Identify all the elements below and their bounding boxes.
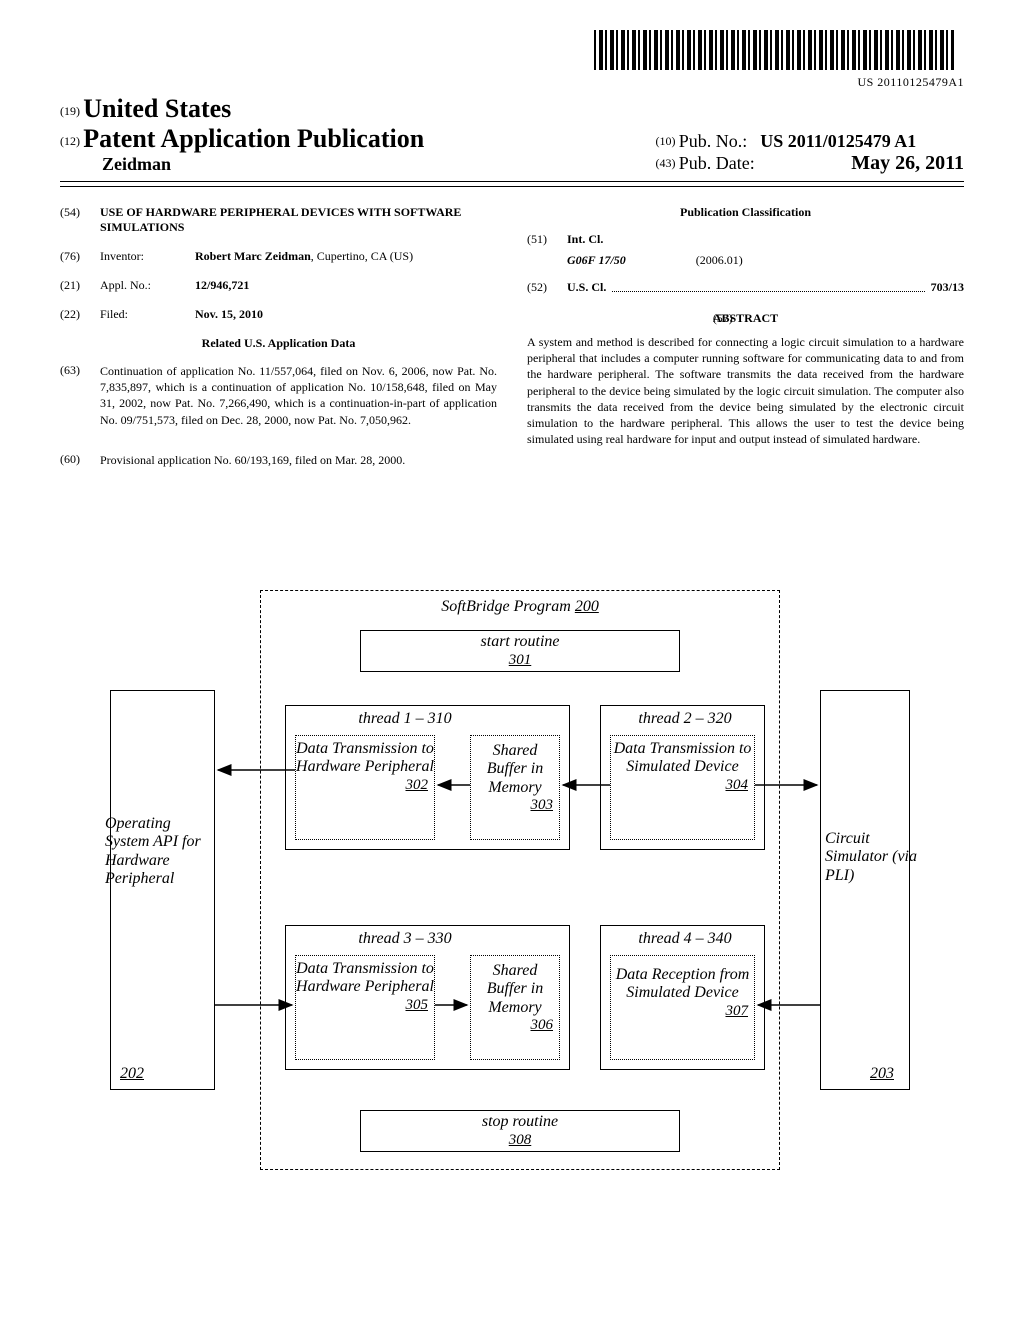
invention-title: USE OF HARDWARE PERIPHERAL DEVICES WITH … — [100, 205, 497, 235]
continuation-row: (63) Continuation of application No. 11/… — [60, 363, 497, 438]
inventor-num: (76) — [60, 249, 100, 264]
related-heading: Related U.S. Application Data — [60, 336, 497, 351]
abstract-heading-row: (57) ABSTRACT — [527, 311, 964, 326]
intcl-label: Int. Cl. — [567, 232, 603, 247]
uscl-num: (52) — [527, 280, 567, 295]
pubdate: May 26, 2011 — [851, 152, 964, 174]
inventor-name: Robert Marc Zeidman — [195, 249, 311, 263]
pubdate-prefix: (43) — [655, 156, 675, 170]
abstract-num: (57) — [713, 311, 753, 326]
doctype-prefix: (12) — [60, 134, 80, 148]
filed-row: (22) Filed: Nov. 15, 2010 — [60, 307, 497, 322]
provisional-row: (60) Provisional application No. 60/193,… — [60, 452, 497, 478]
applno-value: 12/946,721 — [195, 278, 497, 293]
intcl-code-row: G06F 17/50 (2006.01) — [527, 253, 964, 268]
pubdate-label: Pub. Date: — [679, 153, 755, 173]
classification-heading: Publication Classification — [527, 205, 964, 220]
country: United States — [83, 94, 231, 123]
intcl-code: G06F 17/50 — [567, 253, 626, 268]
intcl-row: (51) Int. Cl. — [527, 232, 964, 247]
cont-num: (63) — [60, 363, 100, 438]
pubno-label: Pub. No.: — [679, 131, 748, 151]
applno-label: Appl. No.: — [100, 278, 195, 293]
figure: SoftBridge Program 200 start routine301 … — [110, 580, 910, 1190]
uscl-label: U.S. Cl. — [567, 280, 606, 295]
inventor-value: Robert Marc Zeidman, Cupertino, CA (US) — [195, 249, 497, 264]
header: (19) United States (12) Patent Applicati… — [60, 94, 964, 182]
header-rule — [60, 186, 964, 187]
doc-type: Patent Application Publication — [83, 124, 424, 153]
country-prefix: (19) — [60, 104, 80, 118]
continuation-text: Continuation of application No. 11/557,0… — [100, 363, 497, 428]
figure-arrows — [110, 580, 910, 1190]
barcode-region: US 20110125479A1 — [60, 30, 964, 90]
pubno: US 2011/0125479 A1 — [760, 131, 916, 151]
header-left: (19) United States (12) Patent Applicati… — [60, 94, 424, 175]
patent-page: US 20110125479A1 (19) United States (12)… — [0, 0, 1024, 522]
inventor-row: (76) Inventor: Robert Marc Zeidman, Cupe… — [60, 249, 497, 264]
title-num: (54) — [60, 205, 100, 235]
prov-num: (60) — [60, 452, 100, 478]
uscl-row: (52) U.S. Cl. 703/13 — [527, 280, 964, 295]
uscl-value: 703/13 — [931, 280, 964, 295]
bibliographic-columns: (54) USE OF HARDWARE PERIPHERAL DEVICES … — [60, 205, 964, 492]
applno-num: (21) — [60, 278, 100, 293]
filed-value: Nov. 15, 2010 — [195, 307, 497, 322]
applno-row: (21) Appl. No.: 12/946,721 — [60, 278, 497, 293]
intcl-num: (51) — [527, 232, 567, 247]
provisional-text: Provisional application No. 60/193,169, … — [100, 452, 497, 468]
pubno-prefix: (10) — [655, 134, 675, 148]
invention-title-row: (54) USE OF HARDWARE PERIPHERAL DEVICES … — [60, 205, 497, 235]
abstract-text: A system and method is described for con… — [527, 334, 964, 447]
inventor-loc: , Cupertino, CA (US) — [311, 249, 413, 263]
header-right: (10) Pub. No.: US 2011/0125479 A1 (43) P… — [655, 131, 964, 175]
inventor-label: Inventor: — [100, 249, 195, 264]
intcl-year: (2006.01) — [696, 253, 743, 268]
author: Zeidman — [102, 154, 424, 175]
barcode-graphic — [594, 30, 954, 70]
barcode-text: US 20110125479A1 — [857, 75, 964, 89]
filed-num: (22) — [60, 307, 100, 322]
right-column: Publication Classification (51) Int. Cl.… — [527, 205, 964, 492]
filed-label: Filed: — [100, 307, 195, 322]
uscl-dots — [612, 291, 924, 292]
left-column: (54) USE OF HARDWARE PERIPHERAL DEVICES … — [60, 205, 497, 492]
